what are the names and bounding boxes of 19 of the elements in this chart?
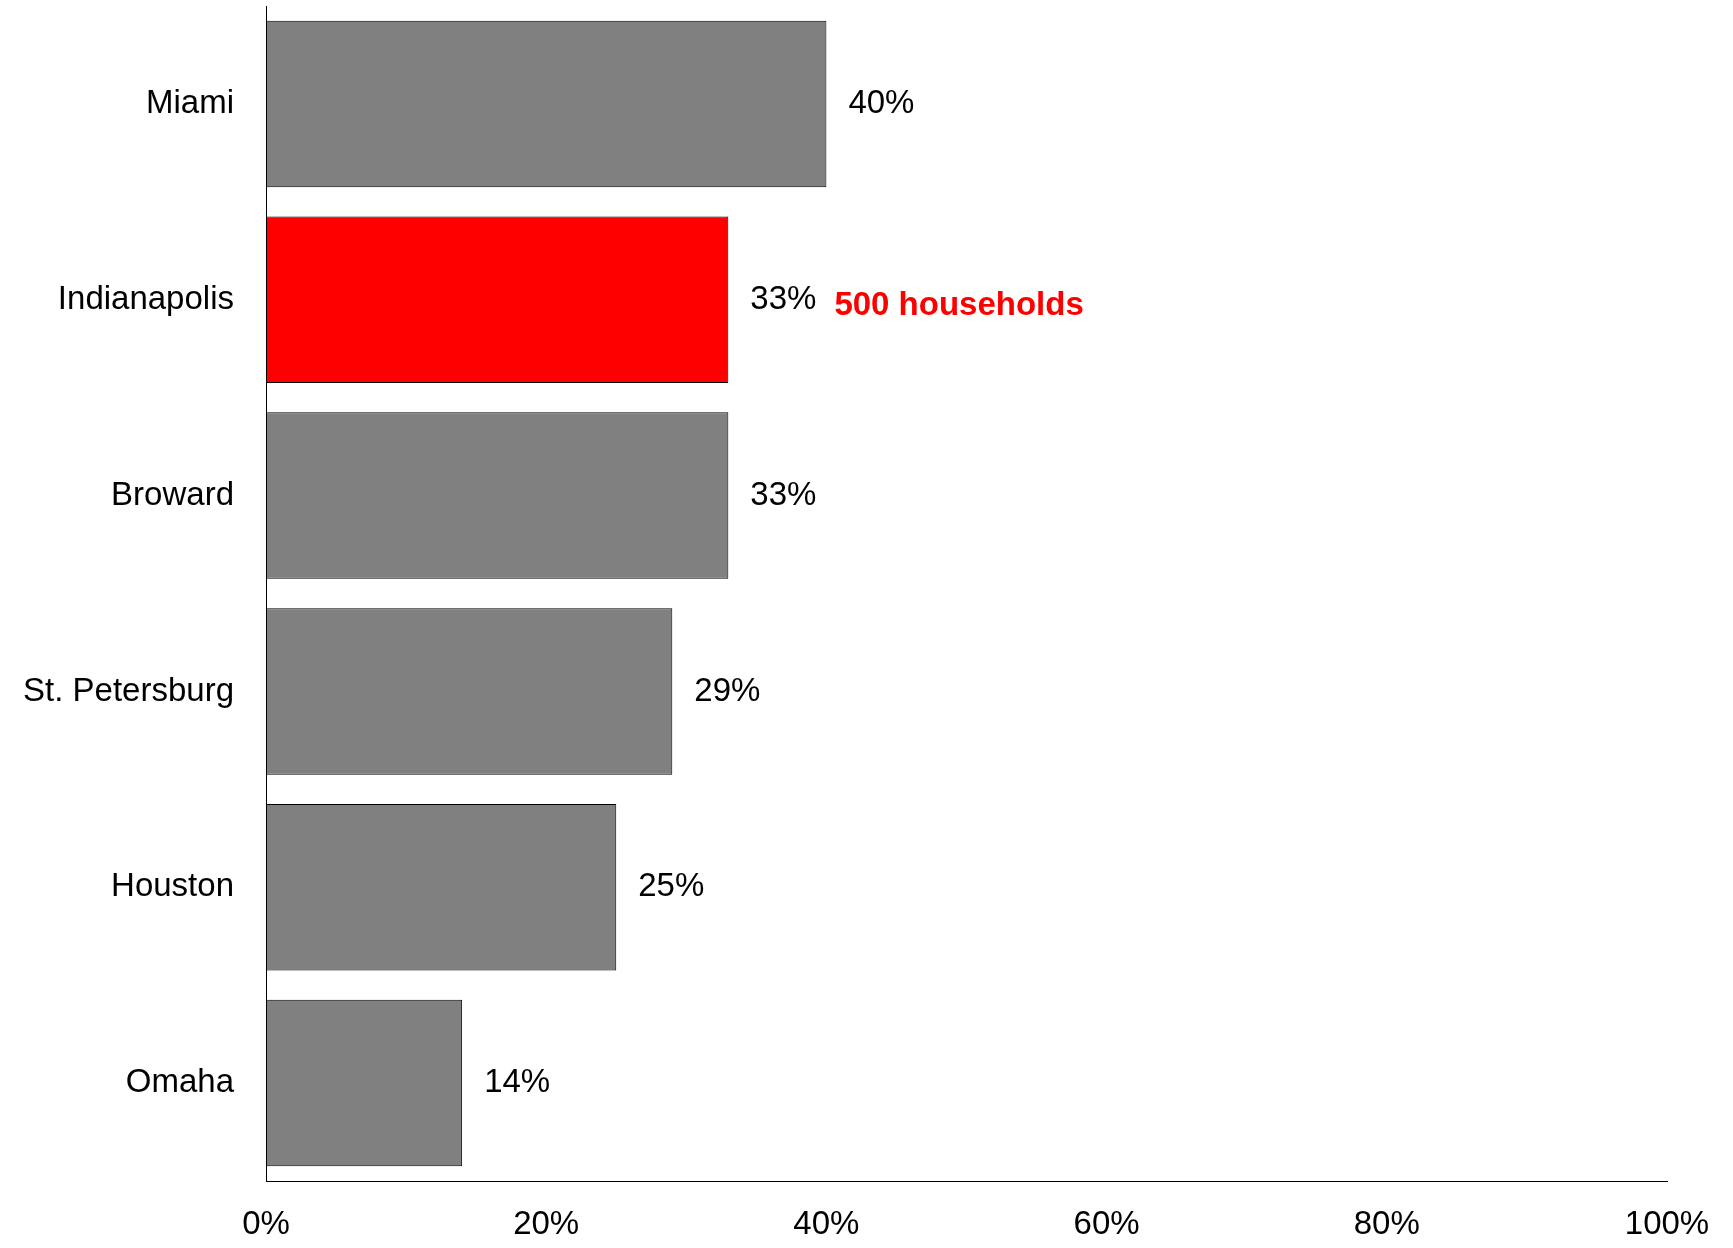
data-label: 33% bbox=[750, 278, 817, 316]
annotation: 500 households bbox=[834, 284, 1084, 322]
x-tick-label: 0% bbox=[242, 1203, 290, 1241]
x-tick-label: 80% bbox=[1353, 1203, 1420, 1241]
y-tick-label: Miami bbox=[146, 83, 234, 121]
y-tick-label: St. Petersburg bbox=[23, 670, 234, 708]
data-label: 29% bbox=[694, 670, 761, 708]
x-tick-label: 100% bbox=[1624, 1203, 1710, 1241]
data-label: 33% bbox=[750, 474, 817, 512]
x-tick-label: 40% bbox=[793, 1203, 860, 1241]
data-label: 14% bbox=[484, 1062, 551, 1100]
x-tick-label: 60% bbox=[1073, 1203, 1140, 1241]
x-tick-label: 20% bbox=[513, 1203, 580, 1241]
y-tick-label: Indianapolis bbox=[57, 278, 234, 316]
data-label: 25% bbox=[638, 866, 705, 904]
y-tick-label: Broward bbox=[111, 474, 234, 512]
y-tick-label: Houston bbox=[111, 866, 234, 904]
data-label: 40% bbox=[848, 83, 915, 121]
y-tick-label: Omaha bbox=[125, 1062, 235, 1100]
